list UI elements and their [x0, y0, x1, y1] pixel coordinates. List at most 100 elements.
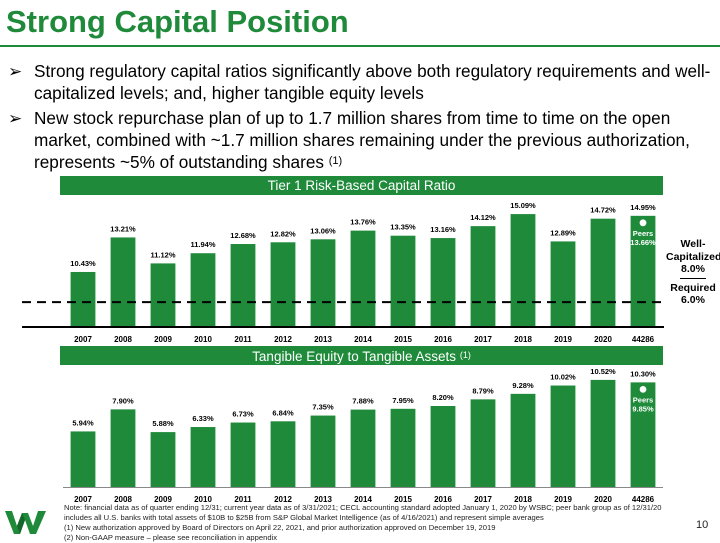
data-label: 13.35%: [390, 223, 416, 232]
well-capitalized-value: 8.0%: [681, 263, 705, 275]
tick-label: 2008: [114, 495, 132, 504]
data-label: 8.20%: [432, 393, 454, 402]
chart-title-text: Tier 1 Risk-Based Capital Ratio: [267, 178, 456, 193]
data-label: 6.73%: [232, 410, 254, 419]
bar: [310, 239, 336, 327]
bar: [510, 214, 536, 327]
tick-label: 2012: [274, 495, 292, 504]
wesbanco-logo-icon: [5, 511, 46, 534]
bar: [510, 393, 536, 487]
data-label: 9.28%: [512, 381, 534, 390]
bar: [590, 218, 616, 327]
tick-label: 2020: [594, 335, 612, 344]
reference-label-separator: [680, 277, 706, 279]
bullet-capital-ratios: ➢ Strong regulatory capital ratios signi…: [8, 61, 714, 104]
data-label: 13.16%: [430, 225, 456, 234]
bar: [230, 244, 256, 327]
data-label: 6.84%: [272, 408, 294, 417]
required-label: Required: [670, 281, 716, 294]
bar: [550, 385, 576, 487]
data-label: 10.52%: [590, 367, 616, 376]
footnote-line: includes all U.S. banks with total asset…: [64, 513, 544, 522]
bar: [310, 415, 336, 487]
data-label: 11.94%: [190, 240, 215, 249]
data-label: 7.95%: [392, 396, 414, 405]
data-label: 7.35%: [312, 403, 334, 412]
bar: [150, 263, 176, 327]
page-number: 10: [696, 519, 709, 531]
page-title: Strong Capital Position: [6, 4, 349, 39]
tick-label: 44286: [632, 335, 655, 344]
bar: [110, 409, 136, 487]
chart-title-text: Tangible Equity to Tangible Assets: [252, 349, 457, 364]
data-label: 8.79%: [472, 386, 494, 395]
bar: [270, 242, 296, 327]
tick-label: 2018: [514, 495, 532, 504]
chart-title-tangible-equity: Tangible Equity to Tangible Assets (1): [60, 346, 663, 365]
tick-label: 44286: [632, 495, 655, 504]
data-label: 12.68%: [230, 231, 256, 240]
tick-label: 2017: [474, 335, 492, 344]
bar: [70, 431, 96, 487]
required-value: 6.0%: [681, 294, 705, 306]
tick-label: 2016: [434, 335, 452, 344]
bar: [430, 406, 456, 487]
tangible-equity-chart: 5.94% 2007 7.90% 2008 5.88% 2009 6.33% 2010 6.73…: [63, 367, 663, 504]
tick-label: 2007: [74, 495, 92, 504]
tick-label: 2007: [74, 335, 92, 344]
tick-label: 2013: [314, 495, 332, 504]
data-label: 11.12%: [150, 250, 175, 259]
bar: [630, 382, 656, 487]
data-label: 13.21%: [110, 224, 136, 233]
data-label: 14.72%: [590, 206, 616, 215]
tick-label: 2009: [154, 495, 172, 504]
bar: [230, 422, 256, 487]
footnote-line: (2) Non-GAAP measure – please see reconc…: [64, 533, 278, 542]
tick-label: 2017: [474, 495, 492, 504]
data-label: 15.09%: [510, 201, 536, 210]
tick-label: 2013: [314, 335, 332, 344]
bar: [470, 399, 496, 487]
bar: [390, 408, 416, 487]
bar: [470, 226, 496, 327]
bar: [70, 271, 96, 327]
data-label: 13.06%: [310, 226, 336, 235]
data-label: 12.89%: [550, 228, 576, 237]
bar: [270, 421, 296, 487]
arrow-bullet-icon: ➢: [8, 61, 23, 81]
tick-label: 2011: [234, 335, 252, 344]
tick-label: 2010: [194, 495, 212, 504]
peers-value: 9.85%: [632, 404, 654, 413]
bar: [430, 238, 456, 327]
bullet-text: New stock repurchase plan of up to 1.7 m…: [34, 108, 690, 172]
footnote-line: (1) New authorization approved by Board …: [64, 523, 496, 532]
footnote-line: Note: financial data as of quarter endin…: [64, 503, 662, 512]
bar: [630, 215, 656, 327]
data-label: 12.82%: [270, 229, 296, 238]
tick-label: 2012: [274, 335, 292, 344]
bar: [350, 230, 376, 327]
tick-label: 2014: [354, 495, 372, 504]
data-label: 7.90%: [112, 396, 134, 405]
bar: [190, 427, 216, 487]
arrow-bullet-icon: ➢: [8, 108, 23, 128]
bar: [390, 235, 416, 327]
data-label: 10.30%: [630, 369, 656, 378]
tick-label: 2020: [594, 495, 612, 504]
well-capitalized-label: Well-Capitalized: [666, 238, 720, 263]
tick-label: 2011: [234, 495, 252, 504]
tick-label: 2018: [514, 335, 532, 344]
bar: [190, 253, 216, 327]
tier1-capital-chart: 10.43% 2007 13.21% 2008 11.12% 2009 11.94% 2010…: [22, 201, 664, 344]
data-label: 10.02%: [550, 373, 576, 382]
data-label: 5.94%: [72, 418, 94, 427]
data-label: 14.95%: [630, 203, 656, 212]
tick-label: 2010: [194, 335, 212, 344]
peers-value: 13.66%: [630, 238, 656, 247]
title-divider: [0, 45, 720, 47]
bar: [150, 432, 176, 487]
peers-label: Peers: [633, 395, 653, 404]
data-label: 14.12%: [470, 213, 496, 222]
tick-label: 2015: [394, 495, 412, 504]
data-label: 6.33%: [192, 414, 214, 423]
